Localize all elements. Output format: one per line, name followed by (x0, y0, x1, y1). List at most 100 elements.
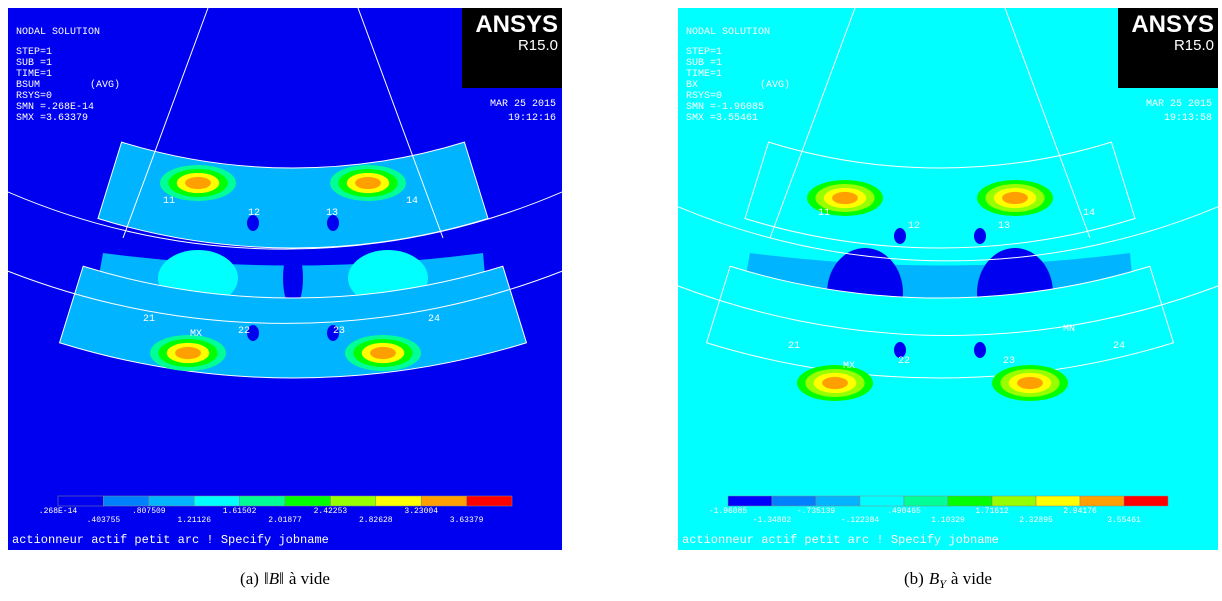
legend-swatch (1123, 495, 1169, 507)
node-label: 23 (1003, 356, 1015, 367)
info-line: TIME=1 (16, 69, 52, 80)
logo-version: R15.0 (1174, 37, 1214, 54)
low-spot (327, 325, 339, 341)
low-spot (247, 215, 259, 231)
info-line: SUB =1 (16, 58, 52, 69)
caption-symbol: B (929, 569, 940, 588)
info-line: TIME=1 (686, 69, 722, 80)
hotspot (1002, 191, 1028, 205)
hotspot (355, 176, 381, 190)
legend-label: -1.96085 (709, 507, 748, 516)
logo-version: R15.0 (518, 37, 558, 54)
hotspot (185, 176, 211, 190)
info-title: NODAL SOLUTION (686, 27, 770, 38)
legend-swatch (239, 495, 286, 507)
node-label: 24 (1113, 341, 1125, 352)
info-line: STEP=1 (686, 47, 722, 58)
legend-swatch (148, 495, 195, 507)
radial-line (1004, 8, 1091, 239)
date: MAR 25 2015 (1146, 99, 1212, 110)
outer-arc (678, 285, 1218, 337)
outer-arc (8, 191, 562, 250)
info-result: BX (686, 80, 698, 91)
caption: (a) ‖B‖ à vide (240, 569, 330, 588)
extreme-label: MX (190, 329, 202, 340)
legend-label: 2.42253 (314, 507, 348, 516)
legend-label: -.735139 (797, 507, 836, 516)
legend-label: 3.63379 (450, 516, 484, 525)
node-label: 14 (1083, 208, 1095, 219)
node-label: 13 (326, 208, 338, 219)
legend-label: 2.94176 (1063, 507, 1097, 516)
info-title: NODAL SOLUTION (16, 27, 100, 38)
node-label: 21 (788, 341, 800, 352)
info-rsys: RSYS=0 (686, 91, 722, 102)
node-label: 22 (898, 356, 910, 367)
info-line: SUB =1 (686, 58, 722, 69)
info-smx: SMX =3.55461 (686, 113, 758, 124)
time: 19:12:16 (508, 113, 556, 124)
legend-label: 1.71612 (975, 507, 1009, 516)
info-line: STEP=1 (16, 47, 52, 58)
footer: actionneur actif petit arc ! Specify job… (12, 533, 329, 547)
radial-line (357, 8, 444, 239)
legend-label: 1.61502 (223, 507, 257, 516)
info-avg: (AVG) (90, 79, 120, 91)
caption: (b) BY à vide (904, 569, 992, 591)
node-label: 12 (248, 208, 260, 219)
low-spot (247, 325, 259, 341)
caption-label: (b) (904, 569, 924, 588)
outer-arc (678, 206, 1218, 262)
caption-subscript: Y (939, 577, 947, 591)
low-spot (974, 342, 986, 358)
legend-swatch (903, 495, 949, 507)
caption-text: à vide (289, 569, 330, 588)
legend-label: .807509 (132, 507, 166, 516)
info-result: BSUM (16, 80, 40, 91)
hotspot (370, 346, 396, 360)
low-spot (894, 342, 906, 358)
legend-label: 3.23004 (404, 507, 438, 516)
legend-label: 3.55461 (1107, 516, 1141, 525)
extreme-label: MN (1063, 324, 1075, 335)
legend-label: 2.82628 (359, 516, 393, 525)
legend-swatch (375, 495, 422, 507)
logo-bg (1118, 8, 1218, 88)
legend-swatch (57, 495, 104, 507)
field-zone (283, 248, 303, 308)
info-rsys: RSYS=0 (16, 91, 52, 102)
legend-label: 1.10329 (931, 516, 965, 525)
info-smn: SMN =.268E-14 (16, 102, 94, 113)
low-spot (327, 215, 339, 231)
legend-swatch (330, 495, 377, 507)
caption-text: à vide (951, 569, 992, 588)
low-spot (894, 228, 906, 244)
legend-label: 1.21126 (177, 516, 211, 525)
node-label: 13 (998, 221, 1010, 232)
caption-label: (a) (240, 569, 259, 588)
node-label: 22 (238, 326, 250, 337)
hotspot (1017, 376, 1043, 390)
node-label: 11 (163, 196, 175, 207)
legend-swatch (420, 495, 467, 507)
legend-swatch (859, 495, 905, 507)
info-avg: (AVG) (760, 79, 790, 91)
legend-swatch (771, 495, 817, 507)
low-spot (974, 228, 986, 244)
legend-label: .268E-14 (39, 507, 78, 516)
node-label: 21 (143, 314, 155, 325)
footer: actionneur actif petit arc ! Specify job… (682, 533, 999, 547)
date: MAR 25 2015 (490, 99, 556, 110)
outer-arc (8, 270, 562, 324)
radial-line (122, 8, 209, 239)
legend-swatch (193, 495, 240, 507)
legend-swatch (1035, 495, 1081, 507)
info-smx: SMX =3.63379 (16, 113, 88, 124)
caption-symbol: ‖B‖ (264, 569, 284, 588)
logo-name: ANSYS (475, 11, 558, 38)
node-label: 11 (818, 208, 830, 219)
legend-label: .403755 (87, 516, 121, 525)
hotspot (175, 346, 201, 360)
hotspot (822, 376, 848, 390)
